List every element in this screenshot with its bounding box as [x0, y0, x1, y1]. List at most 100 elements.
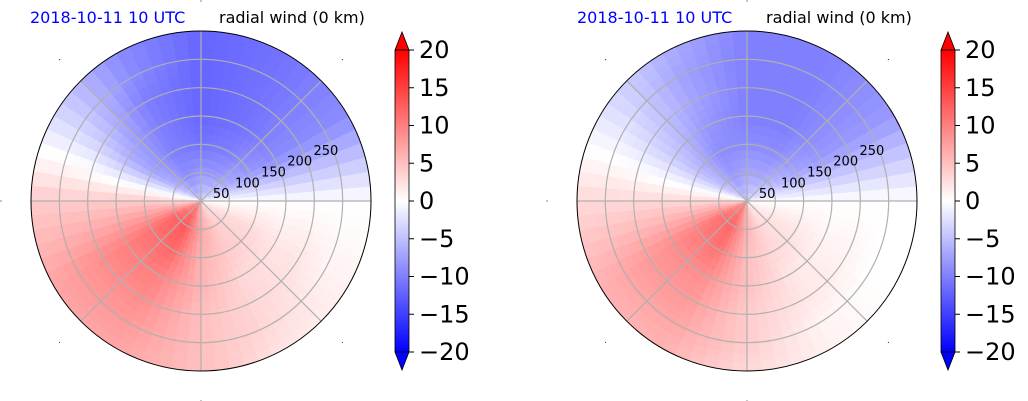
field-cell: [301, 209, 312, 221]
field-cell: [636, 181, 647, 193]
field-cell: [678, 194, 689, 202]
field-cell: [628, 179, 639, 192]
radial-tick-label: 50: [759, 187, 776, 202]
colorbar-tick-label: −15: [419, 300, 470, 328]
field-cell: [805, 200, 816, 208]
angular-tick-mark: [58, 58, 61, 61]
field-cell: [185, 31, 202, 41]
angular-gridline: [200, 200, 322, 322]
angular-tick-mark: [604, 341, 607, 344]
radial-tick-label: 250: [313, 144, 338, 159]
field-cell: [746, 107, 756, 117]
field-cell: [746, 98, 757, 109]
field-cell: [822, 200, 833, 209]
field-cell: [259, 205, 270, 214]
angular-gridline: [746, 80, 868, 202]
field-cell: [735, 319, 748, 329]
colorbar-tick-label: −20: [965, 338, 1016, 366]
field-cell: [82, 210, 93, 223]
field-cell: [98, 200, 109, 211]
field-cell: [39, 200, 49, 216]
field-cell: [309, 179, 320, 192]
field-cell: [210, 82, 223, 93]
colorbar-tick-label: 5: [965, 149, 980, 177]
field-cell: [577, 200, 587, 217]
field-cell: [848, 191, 858, 202]
field-cell: [115, 193, 126, 202]
angular-tick-mark: [58, 341, 61, 344]
field-cell: [243, 200, 253, 206]
field-cell: [746, 336, 760, 346]
field-cell: [839, 200, 850, 211]
field-cell: [361, 200, 371, 217]
field-cell: [200, 344, 215, 355]
field-cell: [141, 195, 151, 202]
field-cell: [82, 179, 93, 192]
field-cell: [746, 344, 761, 355]
colorbar-tick-label: −10: [419, 263, 470, 291]
field-cell: [73, 200, 83, 213]
field-cell: [740, 124, 748, 134]
colorbar-tick-label: −10: [965, 263, 1016, 291]
field-cell: [789, 200, 799, 206]
field-cell: [208, 99, 220, 110]
field-cell: [64, 200, 75, 214]
field-cell: [814, 200, 824, 208]
angular-tick-mark: [746, 0, 748, 2]
field-cell: [746, 310, 758, 321]
radial-tick-label: 100: [235, 176, 260, 191]
field-cell: [188, 64, 202, 75]
field-cell: [727, 301, 739, 312]
field-cell: [736, 310, 748, 321]
field-cell: [200, 98, 211, 109]
field-cell: [602, 188, 612, 202]
field-cell: [733, 47, 748, 58]
field-cell: [610, 188, 621, 202]
field-cell: [644, 200, 655, 211]
field-cell: [336, 200, 346, 214]
field-cell: [39, 186, 49, 202]
radial-tick-label: 150: [807, 165, 832, 180]
field-cell: [746, 319, 759, 329]
field-cell: [302, 200, 312, 211]
field-cell: [200, 31, 217, 41]
field-cell: [627, 200, 638, 212]
field-cell: [200, 293, 211, 304]
field-cell: [293, 200, 304, 211]
field-cell: [737, 98, 748, 109]
field-cell: [831, 200, 841, 210]
field-cell: [181, 90, 193, 101]
field-cell: [746, 285, 756, 295]
field-cell: [200, 115, 209, 126]
field-cell: [734, 327, 748, 338]
field-cell: [746, 39, 762, 49]
field-cell: [200, 39, 216, 49]
colorbar-tick-label: 15: [419, 74, 450, 102]
colorbar-gradient: [395, 50, 409, 352]
field-cell: [746, 361, 763, 371]
angular-tick-mark: [341, 341, 344, 344]
field-cell: [188, 259, 197, 270]
field-cell: [90, 191, 100, 202]
colorbar-tick-label: 20: [419, 36, 450, 64]
colorbar-tick-label: −20: [419, 338, 470, 366]
field-cell: [890, 200, 901, 215]
colorbar-tick-label: 10: [965, 112, 996, 140]
field-cell: [734, 336, 748, 346]
colorbar-tick-label: 0: [965, 187, 980, 215]
field-cell: [855, 179, 866, 192]
field-cell: [336, 188, 346, 202]
field-cell: [636, 200, 646, 211]
field-cell: [739, 276, 748, 287]
field-cell: [200, 56, 214, 66]
field-cell: [194, 268, 202, 278]
field-cell: [190, 81, 202, 92]
colorbar-extend-min: [394, 351, 410, 372]
field-cell: [200, 268, 208, 278]
field-cell: [188, 327, 202, 338]
field-cell: [319, 200, 329, 213]
field-cell: [739, 115, 748, 126]
field-cell: [725, 82, 738, 93]
polar-outline: [30, 30, 372, 372]
